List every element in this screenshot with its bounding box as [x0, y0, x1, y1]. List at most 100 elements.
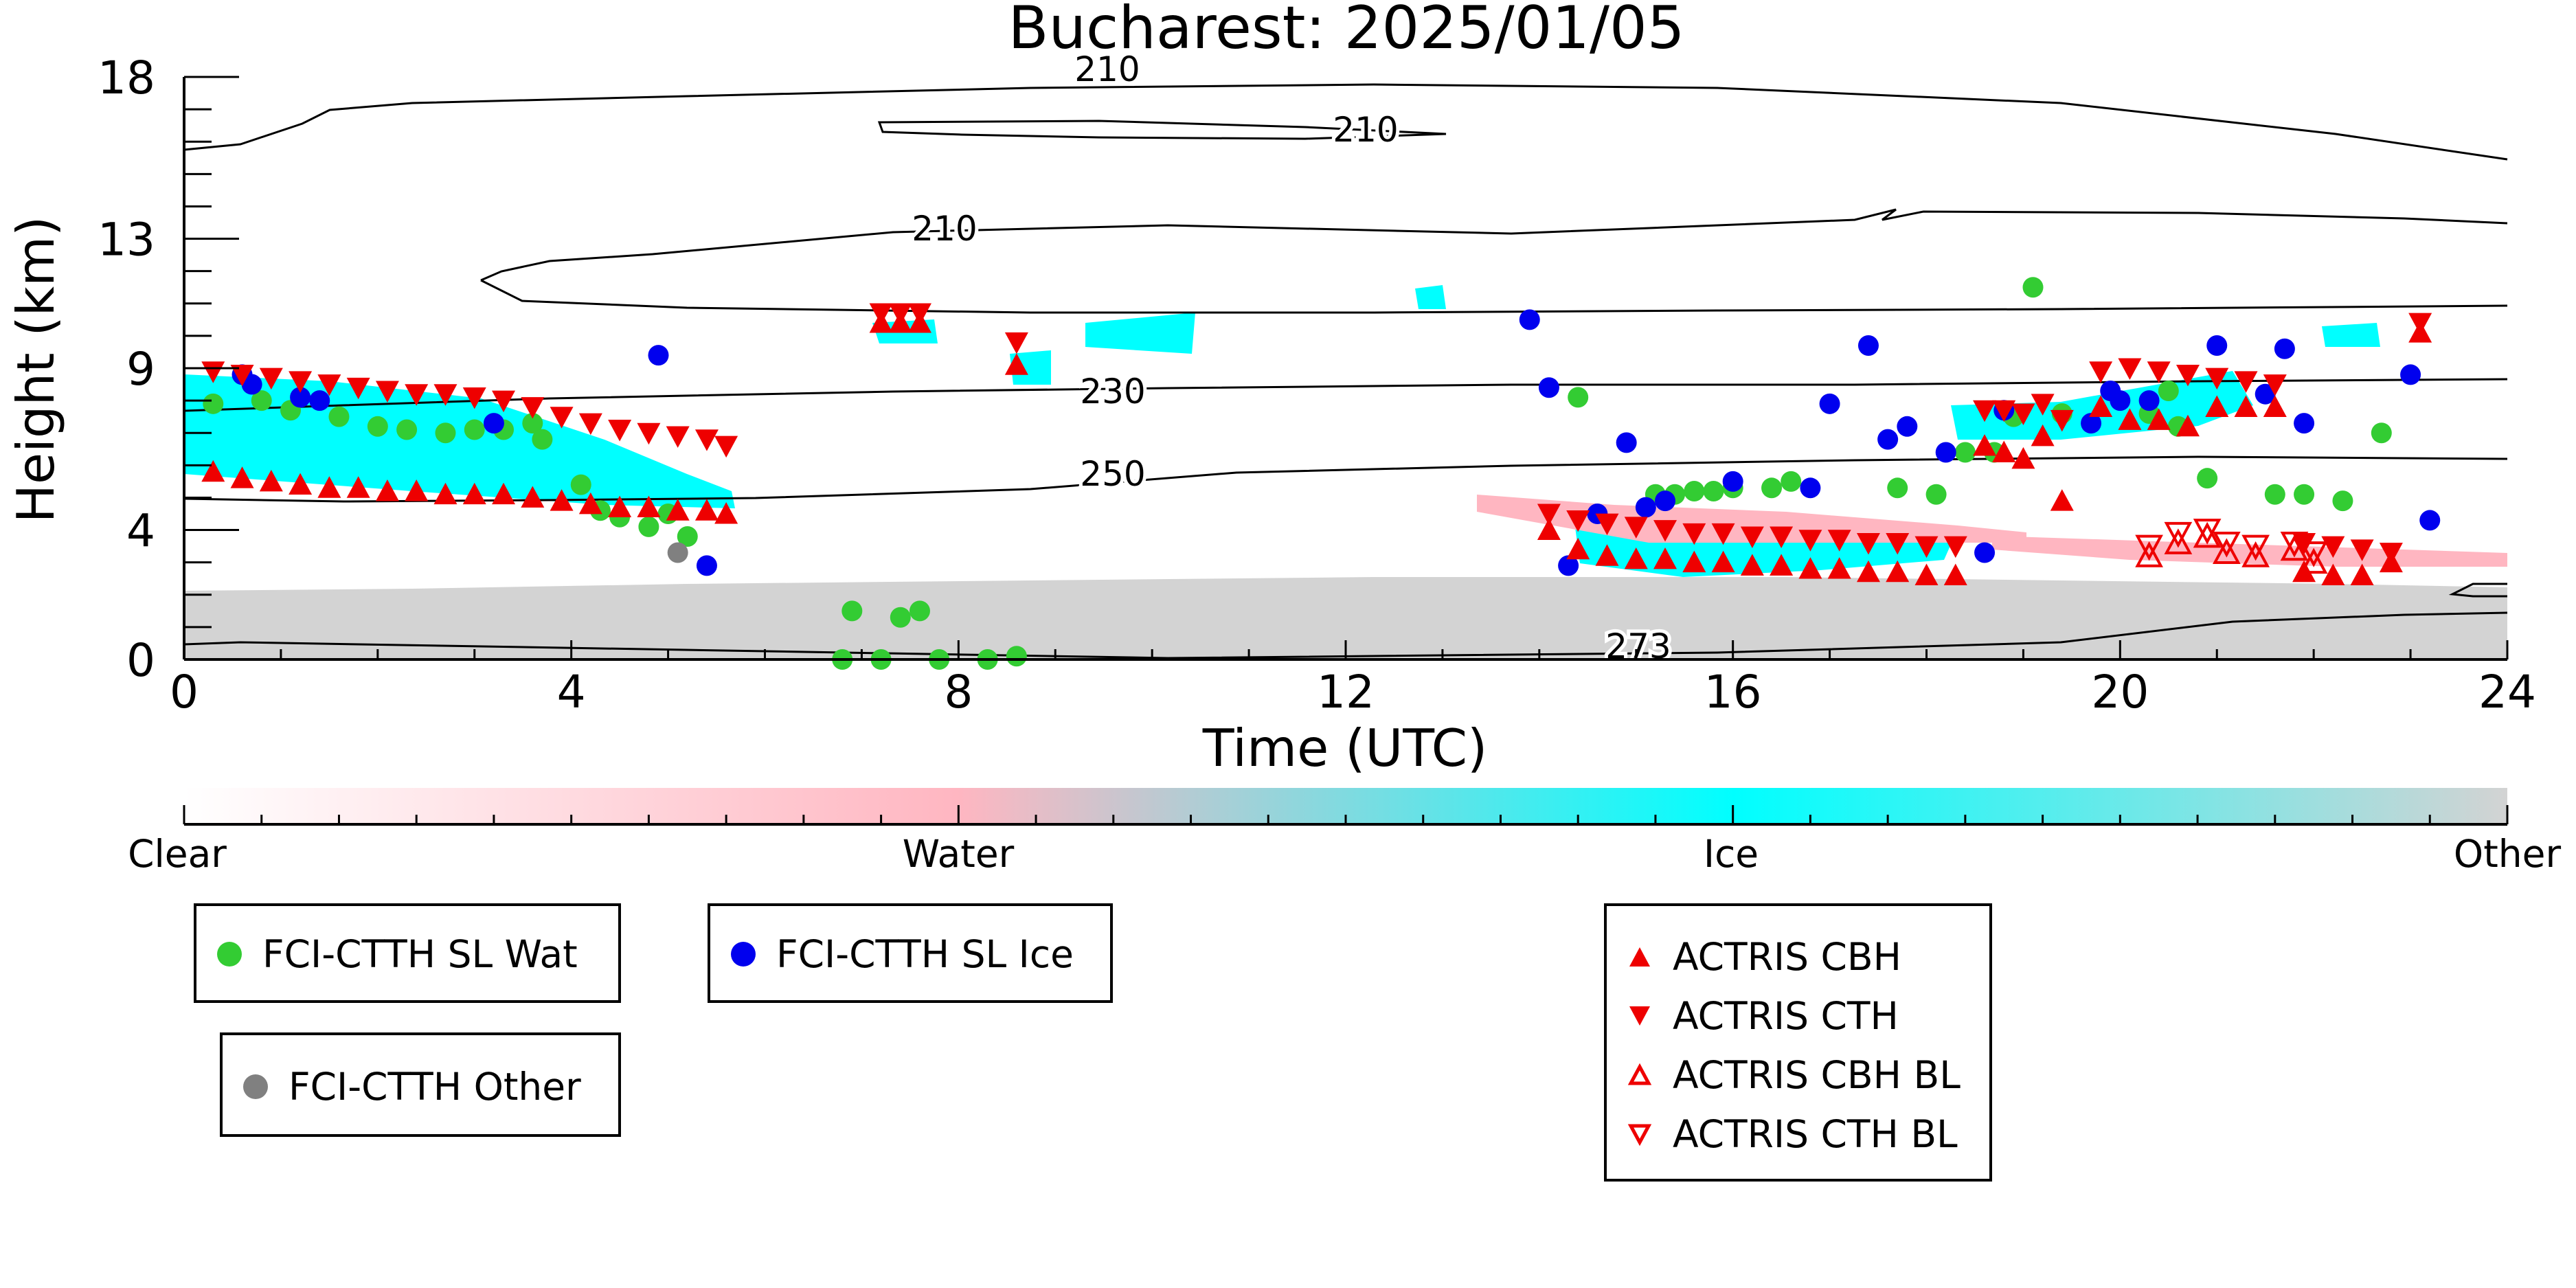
- fci-ctth-sl-wat-marker: [435, 422, 456, 444]
- contour-label-210-middle: 210: [912, 209, 977, 249]
- legend-item-actris-cbh: ACTRIS CBH: [1607, 929, 1901, 984]
- actris-cth-marker: [492, 390, 516, 413]
- fci-ctth-sl-ice-marker: [241, 374, 262, 395]
- actris-cth-marker: [1740, 526, 1764, 548]
- actris-cbh-marker: [2176, 414, 2200, 437]
- fci-ctth-sl-wat-marker: [1761, 477, 1783, 499]
- fci-ctth-sl-ice-marker: [2081, 413, 2102, 434]
- fci-ctth-sl-wat-marker: [841, 600, 863, 622]
- contour-labels: 210 210 210 230 250 273: [908, 46, 1674, 670]
- fci-ctth-sl-ice-marker: [1558, 555, 1579, 576]
- legend-label-actris-cbh: ACTRIS CBH: [1673, 935, 1901, 979]
- actris-cbh-marker: [2350, 563, 2374, 585]
- contour-273: [183, 583, 2508, 659]
- colorbar-label-water: Water: [903, 832, 1015, 876]
- x-tick-label: 0: [170, 666, 199, 719]
- actris-cth-marker: [2408, 313, 2432, 335]
- fci-ctth-sl-ice-marker: [2206, 335, 2228, 357]
- actris-cth-marker: [1595, 513, 1619, 536]
- legend-label-other: FCI-CTTH Other: [289, 1065, 581, 1109]
- actris-cbh-marker: [2147, 408, 2171, 430]
- fci-ctth-sl-ice-marker: [2255, 383, 2276, 405]
- actris-cth-marker: [2379, 543, 2403, 565]
- actris-cth-marker: [259, 368, 283, 390]
- actris-cbh-marker: [1537, 518, 1561, 541]
- actris-cth-marker: [375, 381, 399, 403]
- actris-cth-bl-marker: [2193, 519, 2222, 545]
- actris-cth-marker: [1914, 536, 1939, 558]
- legend-item-sl-ice: FCI-CTTH SL Ice: [710, 927, 1074, 982]
- actris-cth-marker: [1770, 526, 1794, 548]
- actris-cbh-marker: [433, 482, 457, 505]
- other-phase-area: [184, 577, 2507, 659]
- fci-ctth-sl-ice-marker: [1935, 442, 1956, 463]
- ice-phase-patch-5: [2322, 323, 2380, 347]
- x-tick-label: 16: [1704, 666, 1762, 719]
- fci-ctth-sl-ice-marker: [1877, 429, 1899, 450]
- fci-ctth-sl-wat-marker: [522, 413, 543, 434]
- actris-cth-marker: [2205, 368, 2229, 390]
- fci-ctth-sl-wat-marker: [328, 406, 350, 427]
- actris-cbh-marker: [1973, 434, 1997, 456]
- contour-label-210-top: 210: [1074, 49, 1140, 89]
- actris-cth-marker: [1624, 517, 1648, 539]
- ice-phase-patch-2: [1085, 313, 1195, 354]
- actris-cbh-marker: [1566, 537, 1590, 560]
- fci-ctth-sl-ice-marker: [2110, 390, 2131, 411]
- actris-cth-marker: [1856, 532, 1880, 555]
- actris-cth-marker: [869, 303, 893, 325]
- fci-ctth-sl-ice-marker: [290, 387, 311, 408]
- actris-cth-marker: [694, 429, 719, 451]
- contour-210-top: [183, 83, 2508, 161]
- fci-ctth-sl-wat-marker: [2332, 490, 2353, 512]
- y-tick-label: 9: [126, 343, 155, 396]
- actris-cbh-marker: [2234, 395, 2258, 417]
- water-phase-area-afternoon: [1477, 495, 2026, 543]
- fci-ctth-sl-ice-marker: [2274, 338, 2295, 359]
- actris-cbh-marker: [462, 482, 486, 505]
- actris-cbh-marker: [1653, 547, 1677, 569]
- actris-cbh-marker: [1914, 563, 1939, 585]
- actris-cbh-marker: [578, 492, 602, 515]
- x-tick-label: 8: [944, 666, 973, 719]
- fci-ctth-sl-wat-marker: [2371, 422, 2392, 444]
- actris-cth-marker: [1992, 400, 2016, 422]
- actris-cth-marker: [1943, 536, 1967, 558]
- y-tick-label: 18: [98, 52, 155, 104]
- actris-cth-marker: [666, 426, 690, 448]
- fci-ctth-sl-ice-marker: [696, 555, 717, 576]
- contour-label-250: 250: [1080, 454, 1145, 494]
- fci-ctth-sl-ice-marker: [1897, 416, 1918, 437]
- actris-cth-marker: [578, 413, 602, 436]
- actris-cth-marker: [201, 361, 225, 383]
- fci-ctth-sl-wat-marker: [638, 516, 659, 537]
- colorbar-label-clear: Clear: [128, 832, 227, 876]
- fci-ctth-sl-wat-marker: [2294, 484, 2315, 505]
- legend-item-other: FCI-CTTH Other: [223, 1059, 581, 1114]
- actris-cth-marker: [2050, 409, 2074, 432]
- actris-cbh-marker: [1740, 554, 1764, 576]
- actris-cth-marker: [433, 384, 457, 406]
- fci-ctth-sl-ice-marker: [1616, 432, 1637, 453]
- actris-cth-marker: [714, 436, 738, 458]
- actris-cth-marker: [2263, 374, 2287, 396]
- actris-cbh-marker: [317, 476, 341, 498]
- actris-cth-marker: [1973, 400, 1997, 422]
- fci-ctth-sl-ice-marker: [1519, 309, 1540, 330]
- ice-phase-patch-4: [1415, 285, 1446, 309]
- fci-ctth-sl-wat-marker: [1684, 481, 1705, 502]
- actris-cth-marker: [1682, 523, 1706, 545]
- actris-cth-marker: [608, 420, 632, 442]
- fci-ctth-sl-wat-marker: [1781, 471, 1802, 492]
- legend-label-sl-water: FCI-CTTH SL Wat: [262, 932, 578, 976]
- data-markers: [201, 277, 2441, 670]
- fci-ctth-sl-wat-marker: [203, 393, 224, 414]
- fci-ctth-sl-ice-marker: [2400, 364, 2421, 385]
- actris-cth-marker: [1653, 520, 1677, 542]
- temperature-contours: [183, 83, 2508, 659]
- fci-ctth-sl-ice-marker: [648, 345, 669, 366]
- actris-cbh-bl-marker: [2164, 528, 2193, 554]
- actris-cth-marker: [1827, 530, 1851, 552]
- fci-ctth-sl-ice-marker: [1538, 377, 1559, 398]
- fci-ctth-sl-ice-marker: [1974, 542, 1996, 563]
